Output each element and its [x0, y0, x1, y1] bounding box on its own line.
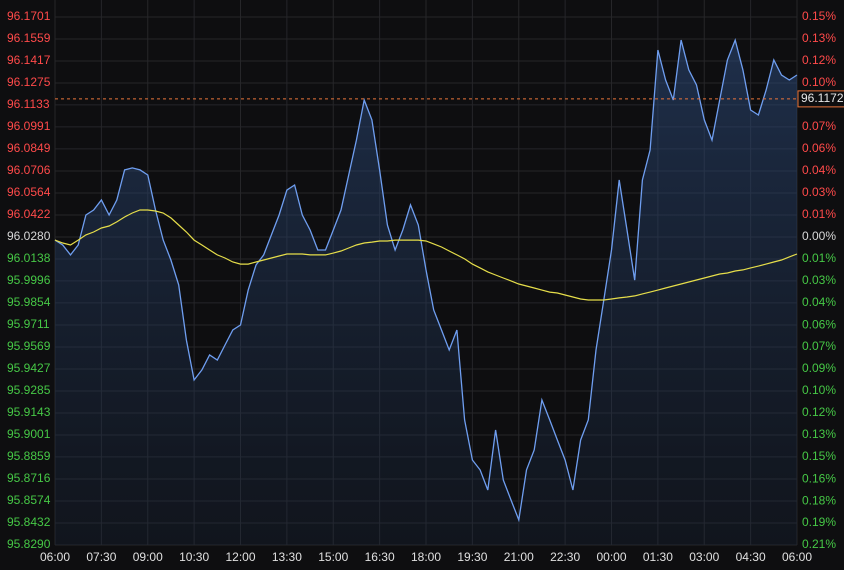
y2-tick-label: 0.00% — [802, 229, 836, 243]
y2-tick-label: 0.03% — [802, 273, 836, 287]
y2-tick-label: 0.21% — [802, 537, 836, 551]
x-tick-label: 12:00 — [225, 550, 255, 564]
y-tick-label: 95.9143 — [7, 405, 51, 419]
y-tick-label: 96.0138 — [7, 251, 51, 265]
y-tick-label: 95.9569 — [7, 339, 51, 353]
y2-tick-label: 0.07% — [802, 119, 836, 133]
y-tick-label: 95.9427 — [7, 361, 51, 375]
last-price-label: 96.1172 — [801, 91, 844, 105]
x-tick-label: 22:30 — [550, 550, 580, 564]
y-tick-label: 96.0564 — [7, 185, 51, 199]
y2-tick-label: 0.19% — [802, 515, 836, 529]
y2-tick-label: 0.10% — [802, 383, 836, 397]
y2-tick-label: 0.13% — [802, 427, 836, 441]
y-tick-label: 95.8859 — [7, 449, 51, 463]
y2-tick-label: 0.15% — [802, 9, 836, 23]
y-tick-label: 96.1275 — [7, 75, 51, 89]
area — [55, 40, 797, 545]
y2-tick-label: 0.12% — [802, 405, 836, 419]
line — [54, 37, 798, 523]
y-tick-label: 95.8432 — [7, 515, 51, 529]
y-tick-label: 95.9001 — [7, 427, 51, 441]
y-tick-label: 96.0706 — [7, 163, 51, 177]
y2-tick-label: 0.06% — [802, 317, 836, 331]
y-tick-label: 95.8574 — [7, 493, 51, 507]
y-tick-label: 96.1417 — [7, 53, 51, 67]
y2-tick-label: 0.07% — [802, 339, 836, 353]
y-tick-label: 96.0991 — [7, 119, 51, 133]
y2-tick-label: 0.04% — [802, 163, 836, 177]
x-tick-label: 06:00 — [782, 550, 812, 564]
x-tick-label: 06:00 — [40, 550, 70, 564]
y-tick-label: 95.9285 — [7, 383, 51, 397]
y-tick-label: 95.8716 — [7, 471, 51, 485]
x-tick-label: 10:30 — [179, 550, 209, 564]
y-tick-label: 96.0422 — [7, 207, 51, 221]
x-tick-label: 18:00 — [411, 550, 441, 564]
y-tick-label: 95.8290 — [7, 537, 51, 551]
x-tick-label: 00:00 — [596, 550, 626, 564]
x-tick-label: 01:30 — [643, 550, 673, 564]
x-tick-label: 16:30 — [365, 550, 395, 564]
x-tick-label: 13:30 — [272, 550, 302, 564]
y-tick-label: 95.9711 — [7, 317, 50, 331]
y-tick-label: 96.0280 — [7, 229, 51, 243]
x-tick-label: 09:00 — [133, 550, 163, 564]
y-tick-label: 96.1559 — [7, 31, 51, 45]
y-tick-label: 96.1701 — [7, 9, 51, 23]
y-tick-label: 96.1133 — [7, 97, 50, 111]
x-tick-label: 03:00 — [689, 550, 719, 564]
x-tick-label: 07:30 — [86, 550, 116, 564]
y2-tick-label: 0.03% — [802, 185, 836, 199]
y2-tick-label: 0.01% — [802, 207, 836, 221]
y2-tick-label: 0.16% — [802, 471, 836, 485]
y2-tick-label: 0.04% — [802, 295, 836, 309]
y2-tick-label: 0.10% — [802, 75, 836, 89]
x-tick-label: 04:30 — [736, 550, 766, 564]
y2-tick-label: 0.15% — [802, 449, 836, 463]
y2-tick-label: 0.13% — [802, 31, 836, 45]
y2-tick-label: 0.09% — [802, 361, 836, 375]
y2-tick-label: 0.18% — [802, 493, 836, 507]
y2-tick-label: 0.01% — [802, 251, 836, 265]
x-tick-label: 15:00 — [318, 550, 348, 564]
y2-tick-label: 0.06% — [802, 141, 836, 155]
y-tick-label: 95.9854 — [7, 295, 51, 309]
x-tick-label: 21:00 — [504, 550, 534, 564]
line — [54, 209, 798, 301]
y2-tick-label: 0.12% — [802, 53, 836, 67]
y-tick-label: 96.0849 — [7, 141, 51, 155]
last-price-badge — [797, 90, 844, 108]
y-tick-label: 95.9996 — [7, 273, 51, 287]
x-tick-label: 19:30 — [457, 550, 487, 564]
